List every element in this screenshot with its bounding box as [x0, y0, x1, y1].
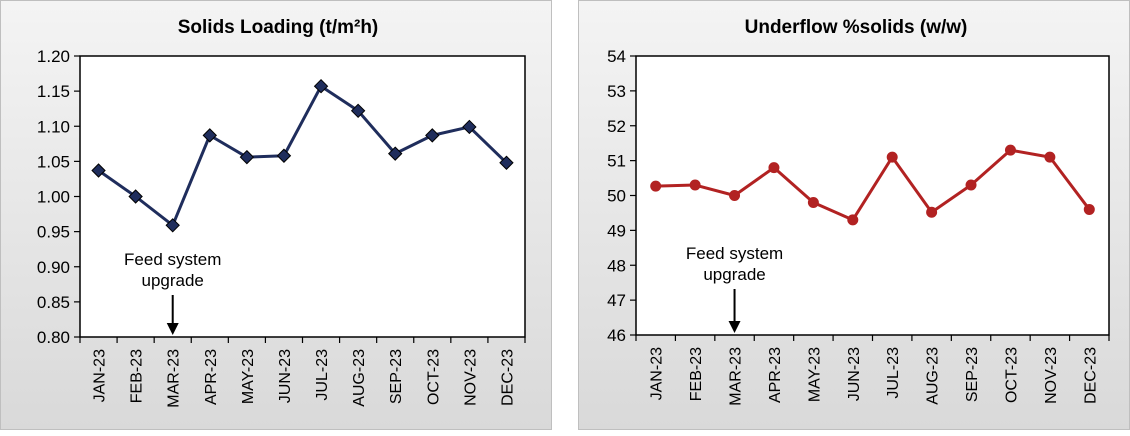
data-point — [499, 155, 514, 170]
x-tick-label: MAR-23 — [166, 349, 183, 408]
y-tick-label: 0.80 — [37, 328, 70, 347]
x-tick-label: NOV-23 — [1043, 347, 1060, 404]
plot-area — [635, 55, 1110, 336]
data-point — [689, 179, 701, 191]
x-tick-label: JAN-23 — [92, 349, 109, 402]
x-tick-label: SEP-23 — [964, 347, 981, 402]
annotation-text: Feed system — [686, 244, 783, 263]
solids-loading-chart: Solids Loading (t/m²h) 0.80 0.85 0.90 0.95 1.… — [37, 17, 526, 408]
x-tick-label: JUL-23 — [314, 349, 331, 401]
y-tick-label: 50 — [607, 187, 626, 206]
x-tick-label: JUN-23 — [277, 349, 294, 403]
y-tick-label: 49 — [607, 221, 626, 240]
data-point — [313, 79, 329, 94]
y-tick-label: 1.10 — [37, 117, 70, 136]
chart-title: Solids Loading (t/m²h) — [178, 17, 379, 38]
x-tick-label: MAY-23 — [806, 347, 823, 402]
underflow-solids-chart: Underflow %solids (w/w) 46 47 48 49 50 51 52 53 5… — [607, 17, 1110, 406]
x-tick-label: JUL-23 — [885, 347, 902, 399]
x-tick-label: MAY-23 — [240, 349, 257, 404]
y-tick-label: 51 — [607, 152, 626, 171]
x-tick-label: OCT-23 — [1003, 347, 1020, 403]
x-tick-label: APR-23 — [203, 349, 220, 405]
y-tick-label: 47 — [607, 291, 626, 310]
x-tick-label: DEC-23 — [1082, 347, 1099, 404]
y-tick-label: 0.85 — [37, 293, 70, 312]
y-tick-label: 53 — [607, 82, 626, 101]
data-point — [1004, 144, 1016, 156]
x-tick-label: SEP-23 — [388, 349, 405, 404]
data-point — [650, 180, 662, 192]
x-tick-label: JAN-23 — [649, 347, 666, 400]
chart-title: Underflow %solids (w/w) — [745, 17, 968, 38]
data-point — [91, 163, 106, 178]
x-tick-label: JUN-23 — [846, 347, 863, 401]
x-tick-label: FEB-23 — [688, 347, 705, 401]
x-tick-label: FEB-23 — [129, 349, 146, 403]
solids-loading-chart-panel: Solids Loading (t/m²h) 0.80 0.85 0.90 0.95 1.… — [0, 0, 552, 430]
x-tick-label: AUG-23 — [351, 349, 368, 407]
y-tick-label: 52 — [607, 117, 626, 136]
annotation-text: Feed system — [124, 250, 221, 269]
annotation-text: upgrade — [142, 271, 204, 290]
y-tick-label: 1.00 — [37, 188, 70, 207]
x-tick-label: OCT-23 — [425, 349, 442, 405]
data-point — [425, 128, 440, 143]
y-tick-label: 0.90 — [37, 258, 70, 277]
data-point — [350, 103, 366, 119]
series-line — [97, 84, 508, 227]
series-line — [655, 148, 1091, 222]
data-point — [165, 218, 180, 233]
data-point — [276, 148, 292, 163]
y-tick-label: 54 — [607, 47, 626, 66]
x-tick-label: AUG-23 — [925, 347, 942, 405]
data-point — [965, 179, 977, 191]
y-tick-label: 46 — [607, 326, 626, 345]
data-point — [926, 206, 938, 218]
y-tick-label: 1.20 — [37, 47, 70, 66]
data-point — [886, 151, 898, 163]
data-point — [768, 162, 780, 174]
data-point — [462, 119, 477, 135]
y-tick-label: 0.95 — [37, 223, 70, 242]
data-point — [807, 196, 819, 208]
annotation-arrow-head — [166, 323, 179, 335]
plot-area — [79, 55, 526, 338]
x-tick-label: APR-23 — [767, 347, 784, 403]
y-tick-label: 1.15 — [37, 82, 70, 101]
data-point — [388, 146, 403, 161]
data-point — [202, 128, 217, 143]
y-tick-label: 1.05 — [37, 152, 70, 171]
underflow-solids-chart-panel: Underflow %solids (w/w) 46 47 48 49 50 51 52 53 5… — [578, 0, 1130, 430]
data-point — [729, 190, 741, 201]
annotation-arrow-head — [728, 321, 741, 333]
data-point — [847, 214, 859, 226]
annotation-text: upgrade — [703, 265, 765, 284]
data-point — [1083, 203, 1095, 215]
data-point — [1044, 151, 1056, 163]
x-tick-label: NOV-23 — [462, 349, 479, 406]
data-point — [239, 149, 255, 165]
y-tick-label: 48 — [607, 256, 626, 275]
x-tick-label: MAR-23 — [728, 347, 745, 406]
x-tick-label: DEC-23 — [499, 349, 516, 406]
data-point — [128, 189, 143, 204]
